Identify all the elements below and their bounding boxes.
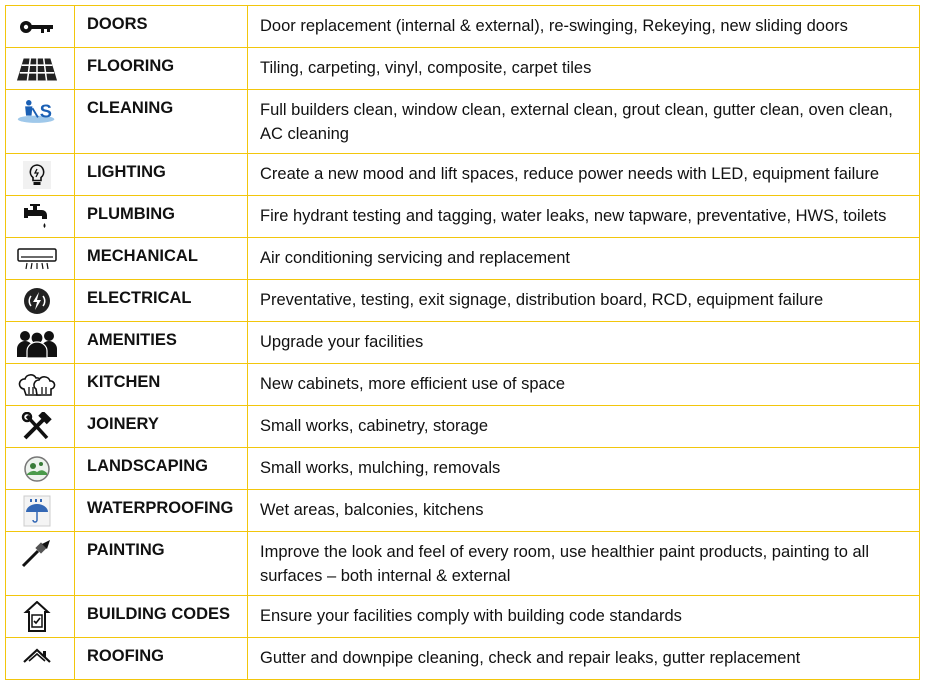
service-description: Preventative, testing, exit signage, dis… — [247, 279, 920, 322]
lightbulb-icon — [16, 160, 58, 190]
roof-icon — [16, 644, 58, 674]
service-name: LANDSCAPING — [74, 447, 248, 490]
service-name: MECHANICAL — [74, 237, 248, 280]
table-row: WATERPROOFING Wet areas, balconies, kitc… — [5, 489, 920, 532]
service-name: AMENITIES — [74, 321, 248, 364]
service-description: Gutter and downpipe cleaning, check and … — [247, 637, 920, 680]
table-row: MECHANICAL Air conditioning servicing an… — [5, 237, 920, 280]
service-name: JOINERY — [74, 405, 248, 448]
table-row: DOORS Door replacement (internal & exter… — [5, 5, 920, 48]
service-name: BUILDING CODES — [74, 595, 248, 638]
table-row: ROOFING Gutter and downpipe cleaning, ch… — [5, 637, 920, 680]
cleaner-icon: S — [16, 96, 58, 126]
service-name: PLUMBING — [74, 195, 248, 238]
service-name: ELECTRICAL — [74, 279, 248, 322]
service-name: KITCHEN — [74, 363, 248, 406]
service-description: Upgrade your facilities — [247, 321, 920, 364]
table-row: LANDSCAPING Small works, mulching, remov… — [5, 447, 920, 490]
table-row: JOINERY Small works, cabinetry, storage — [5, 405, 920, 448]
service-description: New cabinets, more efficient use of spac… — [247, 363, 920, 406]
service-name: FLOORING — [74, 47, 248, 90]
services-table: DOORS Door replacement (internal & exter… — [5, 5, 920, 680]
service-name: DOORS — [74, 5, 248, 48]
service-description: Ensure your facilities comply with build… — [247, 595, 920, 638]
tap-icon — [16, 202, 58, 232]
service-name: PAINTING — [74, 531, 248, 596]
air-conditioner-icon — [16, 244, 58, 274]
table-row: S CLEANING Full builders clean, window c… — [5, 89, 920, 154]
paintbrush-icon — [16, 538, 58, 568]
service-description: Improve the look and feel of every room,… — [247, 531, 920, 596]
service-name: LIGHTING — [74, 153, 248, 196]
table-row: KITCHEN New cabinets, more efficient use… — [5, 363, 920, 406]
service-description: Full builders clean, window clean, exter… — [247, 89, 920, 154]
hammer-wrench-icon — [16, 412, 58, 442]
lightning-icon — [16, 286, 58, 316]
service-description: Air conditioning servicing and replaceme… — [247, 237, 920, 280]
landscape-icon — [16, 454, 58, 484]
chef-hats-icon — [16, 370, 58, 400]
service-name: ROOFING — [74, 637, 248, 680]
floor-tiles-icon — [16, 54, 58, 84]
building-code-icon — [16, 601, 58, 632]
table-row: FLOORING Tiling, carpeting, vinyl, compo… — [5, 47, 920, 90]
service-description: Small works, mulching, removals — [247, 447, 920, 490]
svg-text:S: S — [40, 100, 52, 121]
service-name: CLEANING — [74, 89, 248, 154]
table-row: AMENITIES Upgrade your facilities — [5, 321, 920, 364]
service-description: Fire hydrant testing and tagging, water … — [247, 195, 920, 238]
umbrella-icon — [16, 495, 58, 527]
key-icon — [16, 12, 58, 42]
table-row: LIGHTING Create a new mood and lift spac… — [5, 153, 920, 196]
table-row: BUILDING CODES Ensure your facilities co… — [5, 595, 920, 638]
service-description: Door replacement (internal & external), … — [247, 5, 920, 48]
service-name: WATERPROOFING — [74, 489, 248, 532]
service-description: Wet areas, balconies, kitchens — [247, 489, 920, 532]
service-description: Small works, cabinetry, storage — [247, 405, 920, 448]
service-description: Tiling, carpeting, vinyl, composite, car… — [247, 47, 920, 90]
table-row: PLUMBING Fire hydrant testing and taggin… — [5, 195, 920, 238]
people-group-icon — [16, 328, 58, 359]
table-row: PAINTING Improve the look and feel of ev… — [5, 531, 920, 596]
table-row: ELECTRICAL Preventative, testing, exit s… — [5, 279, 920, 322]
service-description: Create a new mood and lift spaces, reduc… — [247, 153, 920, 196]
